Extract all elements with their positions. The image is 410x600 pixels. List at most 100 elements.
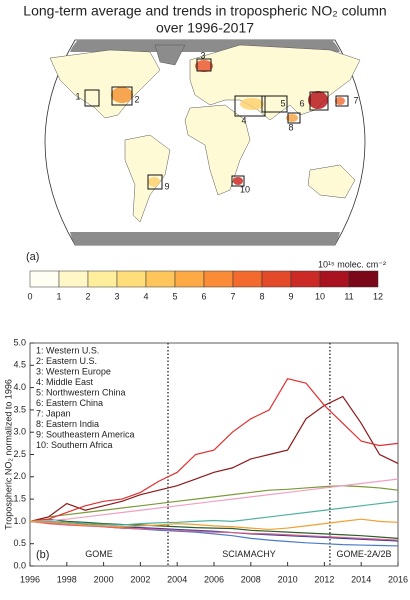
x-tick-label: 2002 — [130, 574, 150, 584]
colorbar-tick-label: 10 — [315, 291, 325, 301]
colorbar-bin — [348, 270, 379, 288]
region-label: 6 — [299, 98, 304, 108]
series-line — [29, 520, 399, 542]
colorbar-bin — [116, 270, 147, 288]
y-tick-label: 4.0 — [13, 382, 26, 392]
antarctica — [70, 232, 340, 245]
x-tick-label: 2000 — [94, 574, 114, 584]
region-boxes: 1 2 3 4 5 6 7 8 9 10 — [75, 50, 358, 194]
region-box — [196, 58, 212, 72]
map: 1 2 3 4 5 6 7 8 9 10 (a) — [26, 39, 366, 263]
colorbar-bin — [87, 270, 118, 288]
region-box — [231, 175, 245, 187]
colorbar: 10¹⁵ molec. cm⁻² 0 1 2 3 4 5 6 7 8 9 10 11 12 — [27, 259, 386, 301]
series-line — [29, 377, 399, 522]
legend-entry: 2: Eastern U.S. — [36, 356, 97, 366]
y-tick-label: 2.0 — [13, 471, 26, 481]
colorbar-tick-label: 4 — [143, 291, 148, 301]
region-label: 8 — [288, 122, 293, 132]
colorbar-tick-label: 0 — [27, 291, 32, 301]
instrument-label: GOME-2A/2B — [336, 549, 391, 559]
region-label: 1 — [75, 91, 80, 101]
panel-label: (a) — [26, 251, 39, 263]
colorbar-tick-label: 6 — [201, 291, 206, 301]
series-line — [29, 518, 399, 539]
y-tick-label: 1.5 — [13, 493, 26, 503]
legend-entry: 10: Southern Africa — [36, 440, 113, 450]
x-tick-label: 2010 — [278, 574, 298, 584]
colorbar-bin — [145, 270, 176, 288]
y-tick-label: 0.5 — [13, 538, 26, 548]
legend-entry: 8: Eastern India — [36, 419, 99, 429]
y-tick-label: 0.0 — [13, 560, 26, 570]
series-line — [30, 500, 399, 526]
y-tick-label: 3.0 — [13, 427, 26, 437]
colorbar-tick-label: 8 — [259, 291, 264, 301]
series-line — [29, 518, 399, 531]
legend-entry: 3: Western Europe — [36, 366, 111, 376]
title-line: Long-term average and trends in troposph… — [23, 3, 386, 19]
x-tick-label: 2006 — [204, 574, 224, 584]
colorbar-bin — [232, 270, 263, 288]
y-tick-label: 1.0 — [13, 516, 26, 526]
greenland — [154, 44, 186, 66]
colorbar-tick-label: 3 — [114, 291, 119, 301]
africa — [184, 104, 251, 196]
colorbar-bin — [58, 270, 89, 288]
legend-entry: 6: Eastern China — [36, 398, 103, 408]
colorbar-tick-label: 7 — [230, 291, 235, 301]
region-label: 10 — [240, 184, 250, 194]
colorbar-tick-label: 5 — [172, 291, 177, 301]
series-line — [29, 395, 399, 522]
x-tick-label: 1996 — [20, 574, 40, 584]
hotspots — [111, 60, 345, 187]
colorbar-tick-label: 11 — [344, 291, 353, 301]
colorbar-bin — [261, 270, 292, 288]
line-chart: (b) 0.0 0.5 1.0 1.5 2.0 2.5 3.0 3.5 4.0 4.5 5.0 199… — [3, 337, 408, 584]
region-box — [84, 89, 100, 107]
series-line — [29, 478, 399, 522]
x-tick-label: 2016 — [388, 574, 408, 584]
region-box — [309, 91, 329, 111]
y-tick-label: 5.0 — [13, 337, 26, 347]
region-label: 2 — [134, 94, 139, 104]
x-tick-label: 2004 — [167, 574, 187, 584]
x-tick-label: 2012 — [314, 574, 334, 584]
legend-entry: 7: Japan — [36, 408, 71, 418]
instrument-label: GOME — [85, 549, 113, 559]
colorbar-unit: 10¹⁵ molec. cm⁻² — [318, 259, 386, 269]
region-label: 5 — [280, 98, 285, 108]
colorbar-bin — [319, 270, 350, 288]
title-line: over 1996-2017 — [156, 20, 254, 36]
colorbar-tick-label: 1 — [56, 291, 61, 301]
series-line — [29, 520, 399, 541]
region-box — [147, 174, 163, 190]
region-label: 3 — [200, 50, 205, 60]
region-label: 4 — [241, 115, 246, 125]
legend-entry: 5: Northwestern China — [36, 387, 126, 397]
y-tick-label: 4.5 — [13, 360, 26, 370]
x-tick-label: 2014 — [351, 574, 371, 584]
north-america — [49, 49, 161, 119]
y-tick-label: 3.5 — [13, 404, 26, 414]
legend-entry: 9: Southeastern America — [36, 429, 135, 439]
region-box — [111, 86, 133, 106]
region-label: 7 — [353, 95, 358, 105]
legend-entry: 1: Western U.S. — [36, 345, 99, 355]
region-box — [234, 95, 266, 117]
region-label: 9 — [164, 181, 169, 191]
colorbar-bin — [290, 270, 321, 288]
colorbar-tick-label: 9 — [288, 291, 293, 301]
colorbar-tick-label: 12 — [373, 291, 383, 301]
x-tick-label: 1998 — [57, 574, 77, 584]
y-tick-label: 2.5 — [13, 449, 26, 459]
colorbar-bin — [29, 270, 60, 288]
region-box — [335, 95, 349, 107]
panel-label: (b) — [36, 549, 49, 561]
region-box — [261, 95, 288, 113]
y-axis-label: Tropospheric NO₂ normalized to 1996 — [3, 379, 13, 530]
region-box — [287, 112, 301, 124]
colorbar-tick-label: 2 — [85, 291, 90, 301]
legend-entry: 4: Middle East — [36, 377, 94, 387]
